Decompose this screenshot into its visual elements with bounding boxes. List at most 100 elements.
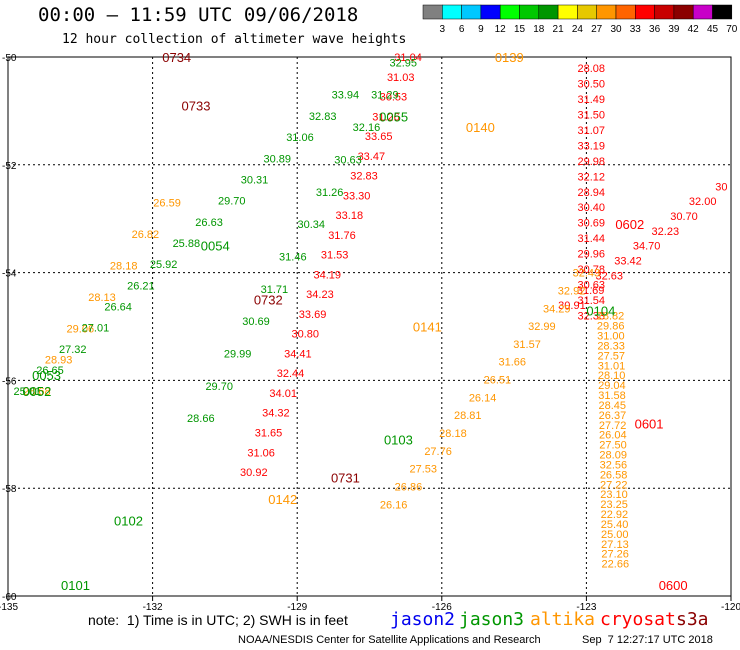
wave-height-value: 28.18	[110, 260, 138, 272]
color-swatch	[712, 4, 733, 20]
wave-height-value: 32.23	[652, 226, 680, 238]
wave-height-value: 27.26	[601, 549, 629, 561]
wave-height-value: 30.92	[240, 467, 268, 479]
wave-height-value: 32.43	[573, 268, 601, 280]
wave-height-value: 30.89	[263, 153, 291, 165]
y-tick-label: -54	[2, 269, 17, 280]
wave-height-value: 32.95	[389, 57, 417, 69]
wave-height-value: 34.01	[269, 388, 297, 400]
color-scale-label: 12	[495, 24, 507, 35]
wave-height-value: 32.99	[528, 321, 556, 333]
wave-height-value: 28.13	[88, 292, 116, 304]
wave-height-value: 25.92	[150, 259, 178, 271]
wave-height-value: 30.63	[577, 280, 605, 292]
x-tick-label: -129	[287, 602, 307, 610]
pass-time-label: 0055	[379, 109, 408, 124]
legend-s3a: s3a	[676, 609, 709, 630]
wave-height-value: 30.63	[334, 154, 362, 166]
wave-height-value: 34.23	[306, 289, 334, 301]
wave-height-value: 29.99	[224, 348, 252, 360]
pass-time-label: 0052	[22, 384, 51, 399]
color-scale-label: 39	[668, 24, 680, 35]
wave-height-value: 25.40	[601, 519, 629, 531]
y-tick-label: -56	[2, 376, 17, 387]
wave-height-value: 31.29	[371, 90, 399, 102]
wave-height-value: 26.16	[380, 499, 408, 511]
wave-height-value: 26.82	[132, 229, 160, 241]
wave-height-value: 26.04	[599, 430, 627, 442]
wave-height-value: 28.33	[597, 340, 625, 352]
wave-height-value: 32.44	[277, 368, 305, 380]
wave-height-value: 31.76	[328, 230, 356, 242]
legend-jason2: jason2	[390, 609, 456, 630]
wave-height-value: 34.70	[633, 241, 661, 253]
pass-time-label: 0601	[635, 417, 664, 432]
pass-time-label: 0104	[586, 303, 615, 318]
wave-height-value: 28.82	[597, 311, 625, 323]
wave-height-value: 33.18	[336, 210, 364, 222]
wave-height-value: 26.37	[599, 410, 627, 422]
wave-height-value: 31.06	[247, 447, 275, 459]
pass-time-label: 0733	[182, 99, 211, 114]
legend-cryosat: cryosat	[600, 609, 676, 630]
wave-height-value: 28.66	[187, 413, 215, 425]
wave-height-value: 32.83	[350, 171, 378, 183]
wave-height-value: 31.69	[577, 285, 605, 297]
wave-height-value: 32.12	[577, 171, 605, 183]
legend-jason3: jason3	[459, 609, 525, 630]
x-tick-label: -135	[0, 602, 18, 610]
wave-height-value: 22.66	[602, 559, 630, 571]
wave-height-value: 27.76	[424, 446, 452, 458]
wave-height-value: 30.69	[577, 218, 605, 230]
wave-height-value: 26.65	[36, 365, 64, 377]
chart-subtitle: 12 hour collection of altimeter wave hei…	[62, 32, 407, 47]
wave-height-value: 30.50	[577, 78, 605, 90]
wave-height-value: 32.83	[309, 111, 337, 123]
pass-time-label: 0139	[495, 50, 524, 65]
wave-height-value: 26.58	[600, 469, 628, 481]
wave-height-value: 28.45	[598, 400, 626, 412]
wave-height-value: 33.30	[343, 190, 371, 202]
wave-height-value: 31.01	[598, 360, 626, 372]
wave-height-value: 28.09	[599, 450, 627, 462]
wave-height-value: 26.86	[395, 482, 423, 494]
color-scale-label: 36	[649, 24, 661, 35]
pass-time-label: 0732	[254, 293, 283, 308]
pass-time-label: 0054	[201, 239, 230, 254]
y-tick-label: -50	[2, 53, 17, 64]
wave-height-value: 34.19	[314, 269, 342, 281]
color-scale-label: 33	[630, 24, 642, 35]
y-tick-label: -58	[2, 484, 17, 495]
wave-height-value: 29.06	[67, 323, 95, 335]
wave-height-value: 27.53	[409, 464, 437, 476]
wave-height-value: 31.66	[498, 357, 526, 369]
footer-note: note: 1) Time is in UTC; 2) SWH is in fe…	[88, 612, 348, 628]
wave-height-value: 26.51	[484, 375, 512, 387]
color-scale-label: 30	[610, 24, 622, 35]
wave-height-value: 28.93	[45, 355, 73, 367]
color-scale-label: 9	[478, 24, 484, 35]
pass-time-label: 0140	[466, 120, 495, 135]
pass-time-label: 0734	[162, 50, 191, 65]
wave-height-value: 33.47	[358, 151, 386, 163]
wave-height-value: 29.04	[598, 380, 626, 392]
wave-height-value: 27.57	[598, 350, 626, 362]
chart-plot: -135 -132 -129 -126 -123 -120 -50 -52 -54 -56 -58 -…	[0, 50, 740, 610]
wave-height-value: 26.21	[127, 280, 155, 292]
wave-height-value: 31.50	[577, 109, 605, 121]
wave-height-value: 30.53	[380, 92, 408, 104]
wave-height-value: 29.70	[205, 381, 233, 393]
wave-height-value: 33.65	[365, 131, 393, 143]
wave-height-value: 29.70	[218, 196, 246, 208]
wave-height-value: 32.00	[689, 196, 717, 208]
wave-height-value: 34.32	[262, 408, 290, 420]
wave-height-value: 30.70	[670, 211, 698, 223]
wave-height-value: 23.10	[600, 489, 628, 501]
wave-height-value: 31.65	[255, 428, 283, 440]
wave-height-value: 31.46	[279, 251, 307, 263]
wave-height-value: 26.63	[195, 217, 223, 229]
wave-height-value: 32.63	[596, 270, 624, 282]
x-tick-label: -120	[721, 602, 740, 610]
wave-height-value: 27.13	[601, 539, 629, 551]
